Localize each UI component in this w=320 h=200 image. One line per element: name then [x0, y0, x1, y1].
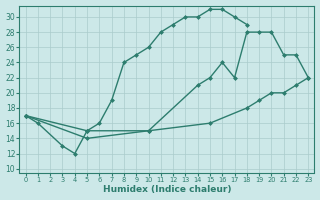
X-axis label: Humidex (Indice chaleur): Humidex (Indice chaleur): [103, 185, 231, 194]
